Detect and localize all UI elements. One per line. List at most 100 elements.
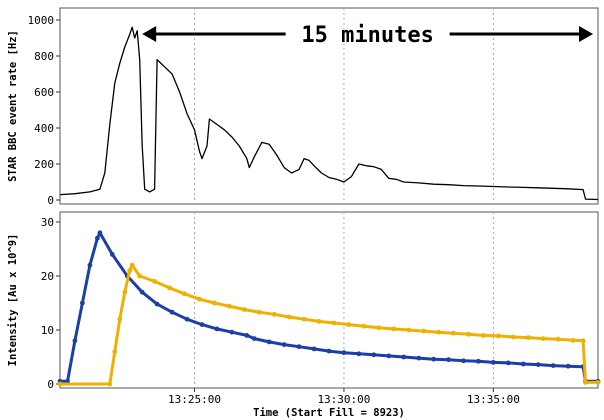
- bottom-panel: 0 10 20 30 13:25:00 13:30:00 13:35:00 Intensi…: [7, 211, 601, 419]
- bottom-series-0-point-3: [80, 300, 85, 306]
- bottom-ytick-label-2: 20: [41, 270, 54, 283]
- bottom-series-0-point-5: [95, 235, 100, 241]
- x-axis-label: Time (Start Fill = 8923): [253, 407, 405, 419]
- bottom-series-0-point-28: [416, 355, 422, 361]
- bottom-series-0-point-32: [476, 358, 481, 364]
- bottom-series-1-point-36: [570, 337, 576, 343]
- bottom-series-1-point-2: [112, 349, 118, 354]
- top-ytick-label-0: 0: [47, 194, 54, 207]
- bottom-series-1-point-26: [421, 328, 426, 334]
- bottom-series-0-point-9: [139, 289, 145, 295]
- bottom-series-0-point-36: [535, 362, 541, 367]
- bottom-ytick-label-1: 10: [41, 324, 54, 337]
- bottom-series-0-point-35: [520, 361, 526, 367]
- bottom-series-1-point-3: [117, 316, 123, 322]
- bottom-series-0-point-2: [72, 338, 78, 344]
- top-series-line-0: [59, 26, 599, 201]
- bottom-series-0-point-25: [371, 352, 377, 358]
- bottom-series-line-1: [60, 263, 598, 386]
- bottom-series-1-point-10: [182, 291, 187, 297]
- bottom-series-1-point-31: [496, 333, 501, 339]
- top-ytick-label-2: 400: [34, 122, 54, 135]
- bottom-series-0-point-15: [229, 329, 235, 335]
- annotation-arrowhead-left: [142, 26, 157, 42]
- bottom-series-0-point-4: [87, 262, 93, 268]
- bottom-series-0-point-24: [356, 351, 362, 357]
- bottom-series-1-point-0: [57, 381, 63, 387]
- bottom-series-0-point-31: [461, 358, 466, 364]
- bottom-series-1-point-28: [451, 330, 456, 336]
- bottom-x-ticks: 13:25:00 13:30:00 13:35:00: [168, 388, 520, 406]
- bottom-y-axis-label: Intensity [Au x 10^9]: [7, 234, 19, 367]
- bottom-gridlines: [194, 212, 494, 388]
- bottom-series-1-point-9: [167, 285, 173, 291]
- bottom-series-1-point-27: [436, 329, 441, 335]
- bottom-ytick-label-0: 0: [47, 378, 54, 391]
- bottom-series-1-point-32: [510, 334, 516, 340]
- bottom-series-1-point-37: [580, 338, 586, 344]
- bottom-series-1-point-1: [107, 381, 113, 387]
- xtick-label-2: 13:35:00: [467, 393, 520, 406]
- annotation-label: 15 minutes: [301, 23, 433, 48]
- xtick-label-0: 13:25:00: [168, 393, 221, 406]
- bottom-series-0-point-29: [431, 356, 436, 362]
- bottom-series-1-point-25: [406, 327, 412, 333]
- bottom-series-0-point-37: [550, 363, 556, 368]
- top-y-ticks: 0 200 400 600 800 1000: [28, 14, 60, 207]
- bottom-series-1-point-38: [583, 380, 588, 385]
- bottom-series-0-point-21: [311, 346, 317, 352]
- bottom-series-1-point-21: [346, 322, 352, 327]
- duration-annotation: 15 minutes: [142, 23, 594, 48]
- top-series-group: [59, 26, 599, 201]
- bottom-series-1-point-12: [212, 300, 217, 306]
- bottom-series-1-point-20: [331, 320, 337, 326]
- bottom-series-0-point-14: [214, 326, 220, 332]
- bottom-series-1-point-35: [555, 336, 561, 342]
- bottom-series-1-point-6: [129, 262, 135, 268]
- bottom-series-1-point-30: [481, 333, 486, 338]
- bottom-series-0-point-7: [109, 252, 115, 257]
- bottom-series-1-point-34: [540, 336, 546, 341]
- bottom-series-0-point-6: [97, 230, 103, 236]
- annotation-arrowhead-right: [579, 26, 594, 42]
- bottom-series-0-point-18: [266, 339, 272, 345]
- bottom-series-1-point-39: [595, 380, 601, 385]
- top-ytick-label-3: 600: [34, 86, 54, 99]
- top-ytick-label-5: 1000: [28, 14, 55, 27]
- top-panel: 0 200 400 600 800 1000 STAR BBC event rate [H…: [7, 7, 599, 207]
- bottom-series-group: [57, 230, 601, 387]
- bottom-series-1-point-14: [241, 307, 247, 312]
- bottom-series-0-point-19: [281, 342, 287, 347]
- bottom-series-1-point-24: [391, 326, 397, 332]
- top-plot-frame: [59, 7, 599, 205]
- bottom-series-0-point-30: [446, 357, 451, 363]
- bottom-series-0-point-13: [199, 322, 205, 327]
- bottom-series-1-point-23: [376, 325, 382, 331]
- bottom-series-1-point-29: [466, 331, 471, 337]
- bottom-series-0-point-16: [244, 333, 250, 338]
- bottom-series-1-point-8: [152, 279, 158, 284]
- bottom-series-1-point-18: [301, 316, 307, 322]
- bottom-series-1-point-4: [122, 289, 128, 295]
- bottom-y-ticks: 0 10 20 30: [41, 216, 60, 391]
- bottom-series-1-point-19: [316, 319, 322, 324]
- bottom-series-1-point-15: [256, 309, 262, 315]
- bottom-series-0-point-11: [169, 309, 175, 315]
- bottom-series-0-point-26: [386, 353, 392, 359]
- bottom-series-1-point-22: [361, 323, 367, 329]
- bottom-ytick-label-3: 30: [41, 216, 54, 229]
- bottom-series-0-point-38: [565, 363, 571, 369]
- bottom-series-0-point-17: [251, 336, 257, 341]
- bottom-series-line-0: [60, 231, 598, 383]
- bottom-series-0-point-20: [296, 344, 302, 350]
- bottom-series-1-point-11: [197, 296, 202, 302]
- xtick-label-1: 13:30:00: [317, 393, 370, 406]
- bottom-series-0-point-12: [184, 316, 190, 322]
- bottom-series-0-point-34: [505, 360, 511, 366]
- bottom-series-0-point-33: [491, 360, 496, 365]
- bottom-series-0-point-23: [341, 350, 347, 356]
- top-ytick-label-4: 800: [34, 50, 54, 63]
- top-ytick-label-1: 200: [34, 158, 54, 171]
- bottom-series-1-point-17: [286, 314, 292, 320]
